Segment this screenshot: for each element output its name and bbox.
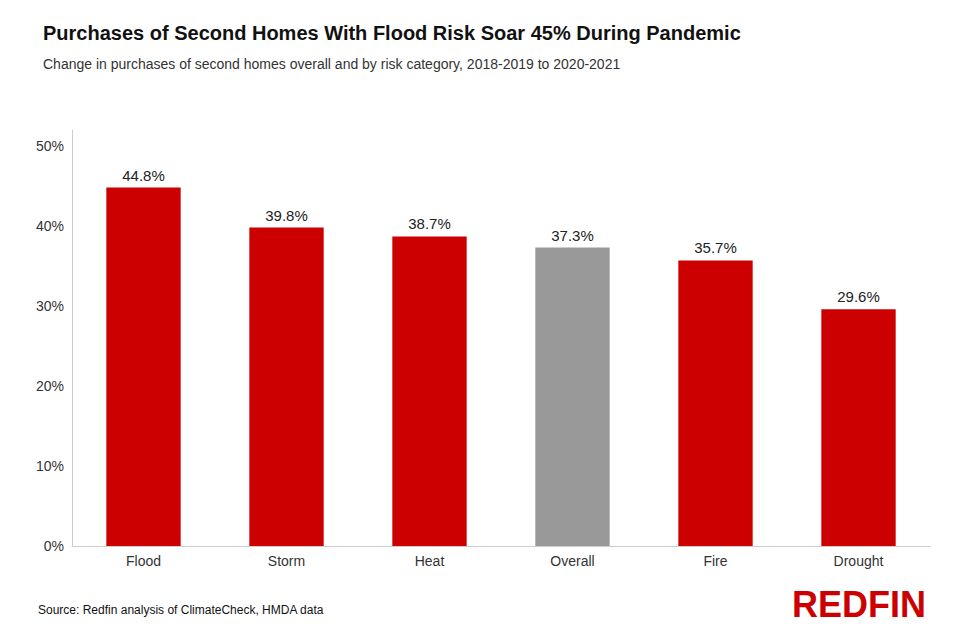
- svg-text:Overall: Overall: [550, 553, 594, 569]
- svg-text:10%: 10%: [36, 458, 64, 474]
- svg-text:39.8%: 39.8%: [265, 207, 308, 224]
- svg-text:50%: 50%: [36, 138, 64, 154]
- svg-text:Source: Redfin analysis of Cli: Source: Redfin analysis of ClimateCheck,…: [38, 603, 324, 617]
- svg-text:20%: 20%: [36, 378, 64, 394]
- svg-text:35.7%: 35.7%: [694, 239, 737, 256]
- svg-text:Flood: Flood: [126, 553, 161, 569]
- svg-text:Drought: Drought: [834, 553, 884, 569]
- svg-text:Heat: Heat: [415, 553, 445, 569]
- svg-text:44.8%: 44.8%: [122, 167, 165, 184]
- svg-text:30%: 30%: [36, 298, 64, 314]
- svg-text:38.7%: 38.7%: [408, 215, 451, 232]
- svg-text:Fire: Fire: [703, 553, 727, 569]
- svg-text:Change in purchases of second: Change in purchases of second homes over…: [43, 56, 620, 72]
- svg-text:Purchases of Second Homes With: Purchases of Second Homes With Flood Ris…: [43, 22, 741, 44]
- svg-text:40%: 40%: [36, 218, 64, 234]
- svg-text:Storm: Storm: [268, 553, 305, 569]
- svg-text:37.3%: 37.3%: [551, 227, 594, 244]
- svg-text:0%: 0%: [44, 538, 64, 554]
- svg-text:29.6%: 29.6%: [837, 288, 880, 305]
- svg-text:REDFIN: REDFIN: [792, 584, 926, 625]
